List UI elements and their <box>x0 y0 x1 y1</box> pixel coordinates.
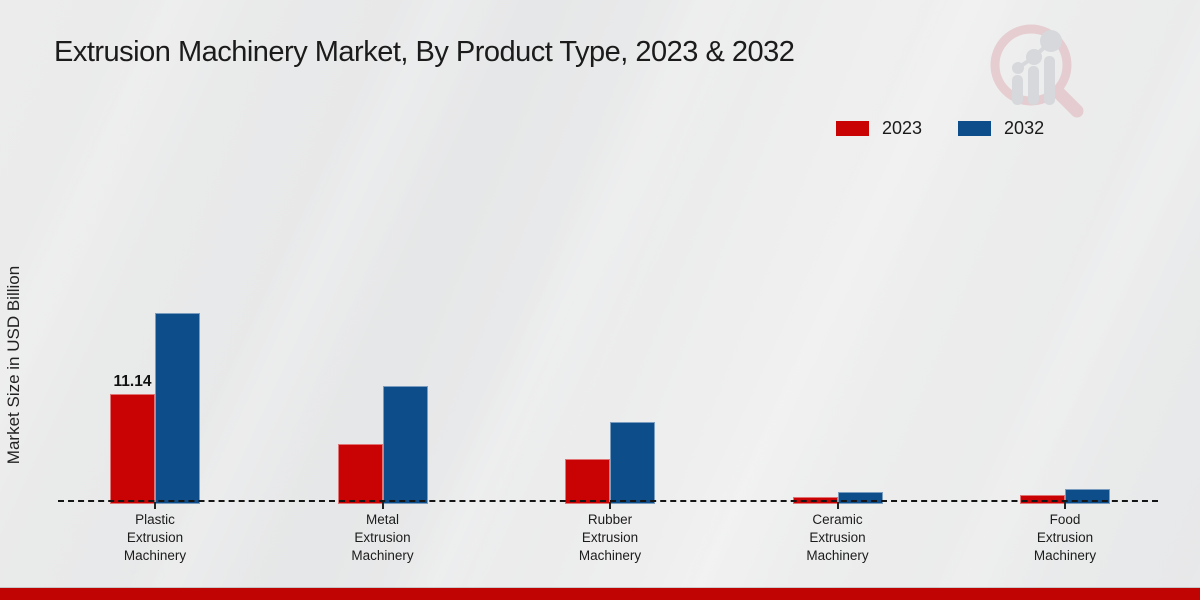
category-label-line: Machinery <box>123 548 187 563</box>
chart-title: Extrusion Machinery Market, By Product T… <box>54 36 795 68</box>
bar-2032-ceramic-extrusion-machinery <box>837 492 883 504</box>
category-label-line: Extrusion <box>126 530 184 545</box>
category-label-line: Food <box>1049 512 1081 527</box>
legend-label-2023: 2023 <box>882 118 923 138</box>
category-label-line: Machinery <box>578 548 642 563</box>
category-label-food-extrusion-machinery: Food Extrusion Machinery <box>980 511 1150 565</box>
x-axis-tick <box>836 502 839 509</box>
category-label-line: Metal <box>365 512 399 527</box>
legend-item-2023: 2023 <box>836 118 922 139</box>
legend: 2023 2032 <box>836 118 1080 139</box>
x-axis-tick <box>381 502 384 509</box>
footer-accent-bar <box>0 588 1200 600</box>
legend-swatch-2032 <box>958 121 992 136</box>
x-axis-tick <box>1064 502 1066 509</box>
magnifier-bar-chart-logo-icon <box>990 24 1084 118</box>
category-label-ceramic-extrusion-machinery: Ceramic Extrusion Machinery <box>753 511 923 565</box>
category-label-line: Extrusion <box>354 530 411 545</box>
category-label-line: Extrusion <box>581 530 639 545</box>
x-axis-tick <box>154 502 156 509</box>
category-label-plastic-extrusion-machinery: Plastic Extrusion Machinery <box>70 511 240 565</box>
category-label-line: Ceramic <box>812 512 863 527</box>
legend-item-2032: 2032 <box>958 118 1044 139</box>
bar-2032-metal-extrusion-machinery <box>382 386 428 504</box>
bar-2023-food-extrusion-machinery <box>1020 495 1065 504</box>
category-label-line: Machinery <box>1033 548 1097 563</box>
bar-2023-metal-extrusion-machinery <box>337 444 383 504</box>
x-axis-tick <box>609 502 611 509</box>
bar-2032-rubber-extrusion-machinery <box>610 422 655 504</box>
category-label-line: Plastic <box>135 512 175 527</box>
category-label-line: Extrusion <box>1036 530 1094 545</box>
bar-2023-plastic-extrusion-machinery <box>110 394 155 504</box>
category-label-rubber-extrusion-machinery: Rubber Extrusion Machinery <box>525 511 695 565</box>
legend-swatch-2023 <box>836 121 869 136</box>
x-axis-baseline <box>58 500 1158 502</box>
bar-2032-plastic-extrusion-machinery <box>155 313 200 504</box>
bar-value-label: 11.14 <box>113 373 152 390</box>
category-label-line: Machinery <box>806 548 869 563</box>
category-label-line: Machinery <box>351 548 414 563</box>
category-label-line: Extrusion <box>809 530 866 545</box>
legend-label-2032: 2032 <box>1004 118 1045 138</box>
bar-2023-rubber-extrusion-machinery <box>565 459 610 504</box>
category-label-metal-extrusion-machinery: Metal Extrusion Machinery <box>298 511 468 565</box>
category-label-line: Rubber <box>587 512 633 527</box>
